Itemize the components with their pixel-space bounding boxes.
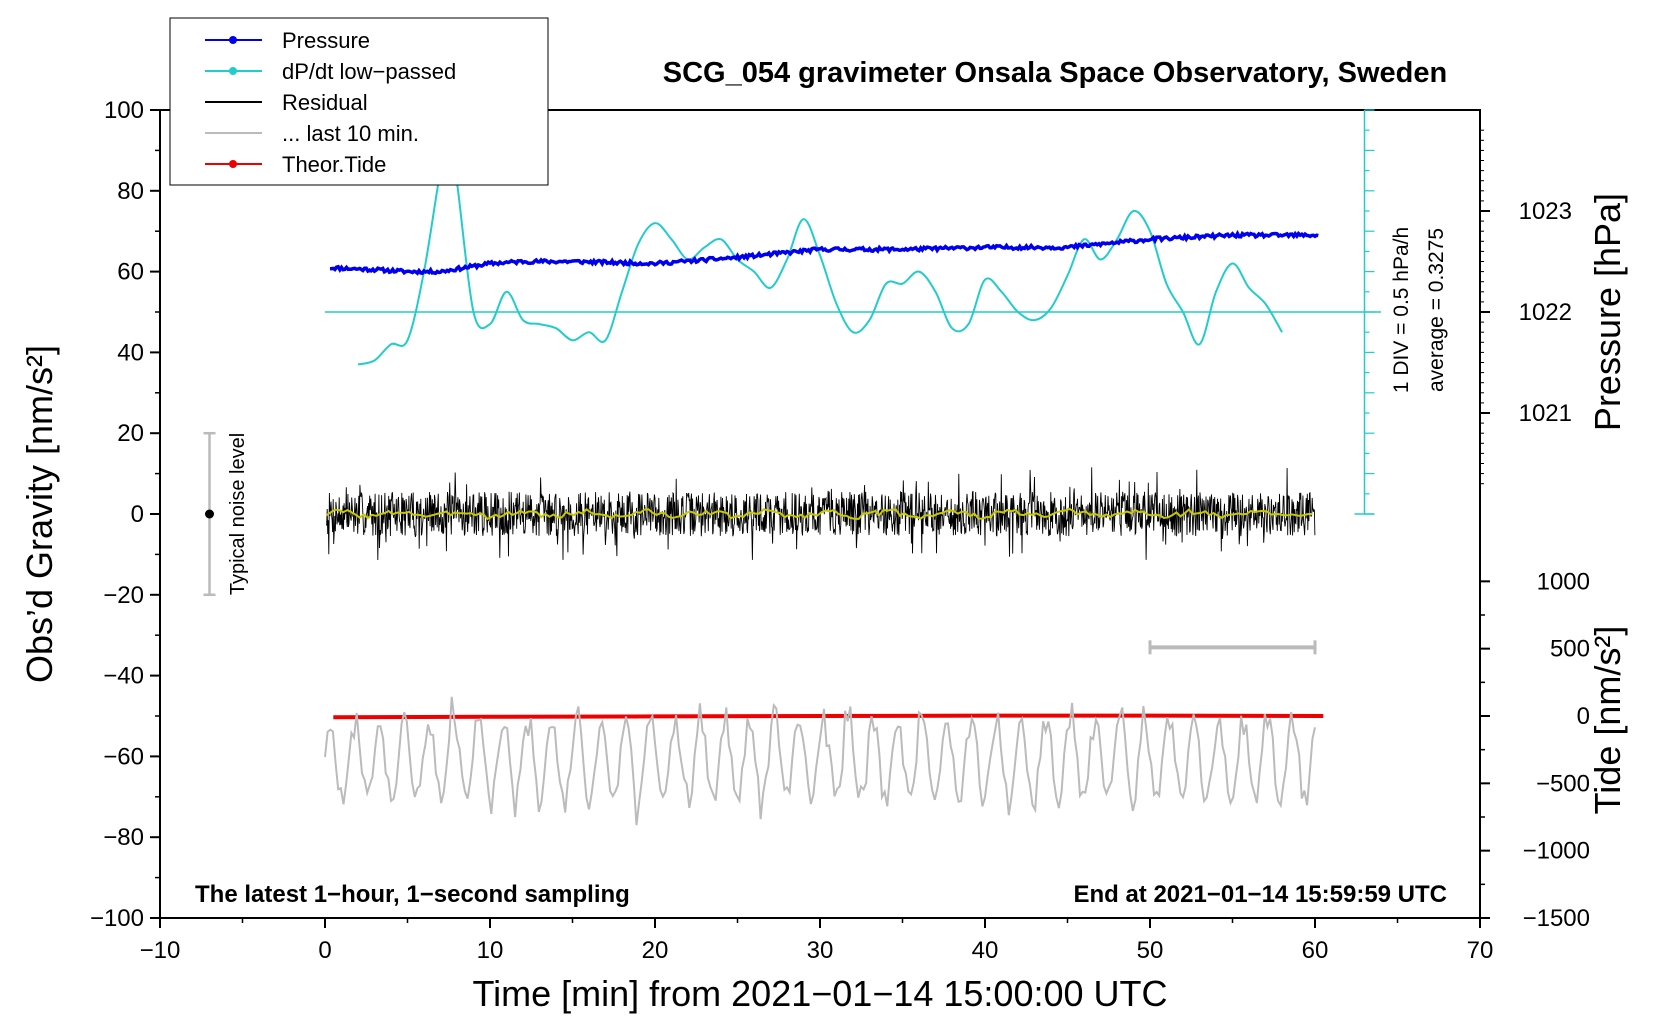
y-axis-label-left: Obs’d Gravity [nm/s²] xyxy=(19,345,60,683)
x-axis-label: Time [min] from 2021−01−14 15:00:00 UTC xyxy=(472,973,1167,1014)
end-time-note: End at 2021−01−14 15:59:59 UTC xyxy=(1073,881,1447,908)
chart-title: SCG_054 gravimeter Onsala Space Observat… xyxy=(663,57,1447,89)
legend-label: Residual xyxy=(282,90,368,115)
tide-tick-label: −1500 xyxy=(1523,905,1590,932)
y-tick-label: 0 xyxy=(131,501,144,528)
x-tick-label: 30 xyxy=(807,937,834,964)
x-tick-label: −10 xyxy=(140,937,181,964)
y-axis-label-pressure: Pressure [hPa] xyxy=(1587,193,1628,431)
tick-layer: −10 0 10 20 30 40 50 60 70100806040200−20−40−60−… xyxy=(90,97,1590,964)
noise-bar-center xyxy=(205,509,214,519)
x-tick-label: 20 xyxy=(642,937,669,964)
residual-smoothed-line xyxy=(326,507,1313,521)
y-tick-label: −60 xyxy=(103,743,144,770)
annotation-layer xyxy=(203,431,1317,655)
y-tick-label: −40 xyxy=(103,663,144,690)
y-axis-label-tide: Tide [nm/s²] xyxy=(1587,626,1628,815)
legend-swatch-dot xyxy=(229,36,237,44)
y-tick-label: 40 xyxy=(117,339,144,366)
x-tick-label: 10 xyxy=(477,937,504,964)
x-tick-label: 40 xyxy=(972,937,999,964)
legend-swatch-dot xyxy=(229,67,237,75)
pressure-tick-label: 1022 xyxy=(1519,299,1572,326)
noise-level-label: Typical noise level xyxy=(227,433,249,595)
legend-label: ... last 10 min. xyxy=(282,121,419,146)
dpdt-scale-label: 1 DIV = 0.5 hPa/h xyxy=(1390,227,1413,393)
sampling-note: The latest 1−hour, 1−second sampling xyxy=(195,881,630,908)
pressure-series-line xyxy=(329,229,1319,276)
tide-tick-label: 1000 xyxy=(1537,568,1590,595)
dpdt-series-line xyxy=(357,141,1283,366)
y-tick-label: 20 xyxy=(117,420,144,447)
y-tick-label: −20 xyxy=(103,582,144,609)
tide-tick-label: 0 xyxy=(1577,703,1590,730)
y-tick-label: −100 xyxy=(90,905,144,932)
residual-layer xyxy=(326,467,1316,561)
legend-swatch-dot xyxy=(229,160,237,168)
dpdt-average-label: average = 0.3275 xyxy=(1425,228,1448,392)
tide-tick-label: −500 xyxy=(1536,770,1590,797)
dpdt-reference-layer xyxy=(325,109,1381,515)
last10-series-line xyxy=(324,696,1316,826)
legend: Pressure dP/dt low−passed Residual ... last… xyxy=(169,17,549,186)
pressure-tick-label: 1021 xyxy=(1519,400,1572,427)
x-tick-label: 70 xyxy=(1467,937,1494,964)
tide-series-line xyxy=(333,713,1324,720)
tide-tick-label: 500 xyxy=(1550,636,1590,663)
y-tick-label: 80 xyxy=(117,178,144,205)
y-tick-label: 60 xyxy=(117,259,144,286)
series-layer xyxy=(324,141,1324,826)
x-tick-label: 50 xyxy=(1137,937,1164,964)
pressure-tick-label: 1023 xyxy=(1519,198,1572,225)
x-tick-label: 60 xyxy=(1302,937,1329,964)
tide-tick-label: −1000 xyxy=(1523,838,1590,865)
residual-series-line xyxy=(326,467,1316,561)
legend-label: Pressure xyxy=(282,28,370,53)
legend-label: dP/dt low−passed xyxy=(282,59,456,84)
legend-label: Theor.Tide xyxy=(282,152,386,177)
y-tick-label: 100 xyxy=(104,97,144,124)
x-tick-label: 0 xyxy=(318,937,331,964)
y-tick-label: −80 xyxy=(103,824,144,851)
